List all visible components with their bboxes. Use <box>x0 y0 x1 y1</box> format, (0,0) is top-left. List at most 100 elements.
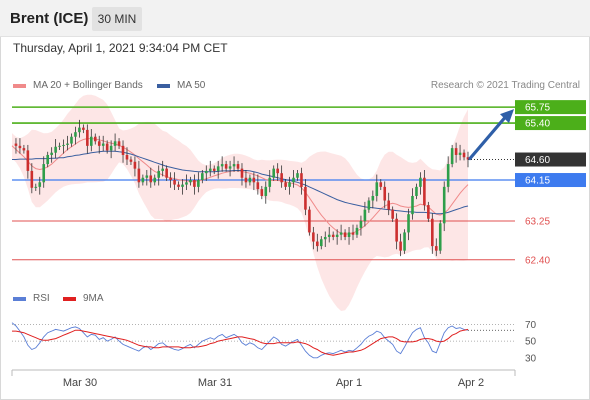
candle <box>189 176 192 186</box>
candle <box>14 138 18 154</box>
candle-body <box>137 168 141 183</box>
candle-body <box>34 186 38 188</box>
candle-body <box>323 236 327 240</box>
candle <box>54 139 57 159</box>
datetime-stamp: Thursday, April 1, 2021 9:34:04 PM CET <box>13 41 228 55</box>
candle-body <box>335 234 339 237</box>
candle <box>252 172 256 191</box>
rsi-tick-label: 70 <box>525 320 537 331</box>
candle-body <box>308 209 311 233</box>
candle-body <box>208 168 212 171</box>
candle <box>220 156 224 172</box>
candle-body <box>145 175 149 178</box>
candle <box>97 135 101 154</box>
candle-body <box>423 177 426 206</box>
candle <box>165 165 168 181</box>
candle <box>367 197 371 213</box>
candle <box>379 179 383 191</box>
candle-body <box>272 168 276 178</box>
candle <box>458 144 462 161</box>
legend-ma50: MA 50 <box>157 80 205 91</box>
candle <box>256 174 260 195</box>
price-labels: 65.75 65.40 64.60 64.15 63.25 62.40 <box>515 100 586 266</box>
price-label-text: 64.15 <box>525 176 550 187</box>
candle-body <box>201 173 204 181</box>
candle-body <box>14 143 18 146</box>
price-label-resistance <box>515 116 586 131</box>
candle-body <box>82 127 85 130</box>
candle-body <box>339 232 343 235</box>
candle-body <box>161 168 164 171</box>
candle <box>101 135 105 152</box>
rsi-tick-label: 50 <box>525 337 537 348</box>
candle-body <box>121 145 125 155</box>
candle <box>387 192 390 216</box>
candle-body <box>304 186 307 210</box>
candle-body <box>197 180 200 187</box>
candle <box>93 133 97 145</box>
candle <box>442 181 446 232</box>
candle-body <box>407 214 410 233</box>
candle <box>42 156 46 188</box>
price-label-text: 62.40 <box>525 255 550 266</box>
candle <box>208 160 212 177</box>
candle-body <box>46 154 49 165</box>
candle-body <box>347 232 351 237</box>
candle <box>193 174 196 195</box>
candle <box>351 224 355 241</box>
candle-body <box>133 161 137 169</box>
candle-body <box>109 145 113 151</box>
candle-body <box>252 177 256 183</box>
candle <box>423 170 426 211</box>
candle-body <box>141 177 145 183</box>
candle <box>105 140 109 154</box>
candle <box>391 206 394 222</box>
candle <box>260 185 264 200</box>
candle-body <box>411 195 414 215</box>
price-label-text: 64.60 <box>525 155 550 166</box>
forecast-arrow-icon <box>468 109 514 161</box>
candle-body <box>153 177 157 183</box>
candle-body <box>236 164 240 169</box>
candle <box>466 151 470 168</box>
arrow-shaft <box>468 113 509 161</box>
candle-body <box>125 154 129 160</box>
candle-body <box>415 186 418 196</box>
candle <box>58 142 61 150</box>
candle-body <box>113 141 117 146</box>
candle <box>268 170 272 193</box>
candle-body <box>296 173 299 178</box>
candle-body <box>387 200 390 210</box>
candle <box>216 160 220 179</box>
candle <box>133 156 137 177</box>
candle-body <box>50 152 53 155</box>
timeframe-button[interactable]: 30 MIN <box>92 7 142 31</box>
candle-body <box>70 136 73 144</box>
copyright-text: Research © 2021 Trading Central <box>430 80 580 91</box>
candle-body <box>292 177 295 183</box>
candle-body <box>419 177 422 187</box>
candle <box>300 167 303 195</box>
candle <box>66 135 69 151</box>
price-label-pivot <box>515 173 586 188</box>
candle <box>264 181 268 204</box>
candle <box>438 220 442 254</box>
candle <box>462 149 466 161</box>
candle <box>240 163 244 186</box>
candle <box>121 140 125 163</box>
candle <box>359 215 363 236</box>
candle <box>212 165 216 175</box>
candle-body <box>351 232 355 235</box>
candle-body <box>189 180 192 183</box>
candle <box>355 224 359 238</box>
candle <box>395 213 398 250</box>
candle-body <box>395 218 398 242</box>
candle <box>407 208 410 241</box>
candle <box>323 231 327 248</box>
candle-body <box>454 148 458 155</box>
candle-body <box>105 143 109 151</box>
candle <box>90 128 93 152</box>
candle <box>308 206 311 236</box>
candle-body <box>220 164 224 167</box>
candle-body <box>42 164 46 183</box>
